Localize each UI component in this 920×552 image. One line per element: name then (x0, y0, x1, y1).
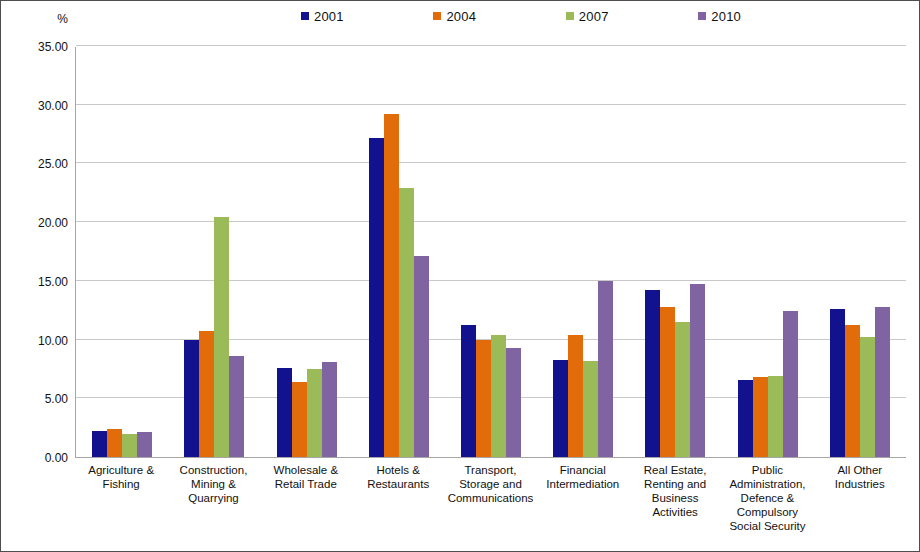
bar-2004 (568, 335, 583, 457)
bar-2004 (199, 331, 214, 457)
bar-2004 (292, 382, 307, 457)
bar-2001 (92, 431, 107, 457)
bar-2001 (277, 368, 292, 457)
x-axis-category-labels: Agriculture & FishingConstruction, Minin… (75, 463, 906, 533)
category-label-text: Public Administration, Defence & Compuls… (722, 463, 812, 533)
bar-2010 (414, 256, 429, 457)
y-tick-label: 35.00 (1, 41, 68, 53)
y-tick-label: 0.00 (1, 452, 68, 464)
legend-item-2010: 2010 (698, 9, 741, 24)
bar-2010 (322, 362, 337, 457)
bar-2010 (690, 284, 705, 457)
category-label-text: Real Estate, Renting and Business Activi… (630, 463, 720, 533)
bar-2001 (738, 380, 753, 458)
bar-group (353, 47, 445, 457)
chart-legend: 2001 2004 2007 2010 (301, 7, 741, 25)
gridline-35 (76, 45, 906, 46)
y-tick-label: 25.00 (1, 158, 68, 170)
legend-label: 2001 (314, 9, 344, 24)
legend-label: 2010 (711, 9, 741, 24)
category-label: Hotels & Restaurants (352, 463, 444, 533)
plot-area (75, 47, 906, 458)
category-label-text: Agriculture & Fishing (76, 463, 166, 533)
legend-swatch-icon (566, 12, 574, 20)
bar-group (814, 47, 906, 457)
bar-group (168, 47, 260, 457)
legend-swatch-icon (301, 12, 309, 20)
y-axis-unit-label: % (1, 12, 68, 26)
bar-group (629, 47, 721, 457)
bar-group (76, 47, 168, 457)
bar-2007 (583, 361, 598, 457)
legend-label: 2007 (579, 9, 609, 24)
legend-item-2004: 2004 (433, 9, 476, 24)
chart-frame: 2001 2004 2007 2010 % 0.00 5.00 10.00 15.00 20.… (0, 0, 920, 552)
category-label: Financial Intermediation (537, 463, 629, 533)
bar-2004 (845, 325, 860, 457)
category-label-text: Transport, Storage and Communications (445, 463, 535, 533)
bar-2001 (184, 340, 199, 457)
bar-2010 (783, 311, 798, 457)
bar-2007 (214, 217, 229, 457)
y-tick-label: 5.00 (1, 393, 68, 405)
bar-2007 (307, 369, 322, 457)
bar-2004 (384, 114, 399, 457)
y-tick-label: 30.00 (1, 100, 68, 112)
category-label: Wholesale & Retail Trade (260, 463, 352, 533)
bar-2004 (107, 429, 122, 457)
bar-2004 (476, 340, 491, 457)
legend-swatch-icon (698, 12, 706, 20)
category-label: Construction, Mining & Quarrying (167, 463, 259, 533)
category-label: Transport, Storage and Communications (444, 463, 536, 533)
bar-2007 (860, 337, 875, 457)
bar-group (260, 47, 352, 457)
category-label-text: All Other Industries (815, 463, 905, 533)
bar-group (722, 47, 814, 457)
legend-label: 2004 (446, 9, 476, 24)
legend-item-2007: 2007 (566, 9, 609, 24)
bar-2001 (369, 138, 384, 457)
y-tick-label: 15.00 (1, 276, 68, 288)
category-label-text: Financial Intermediation (538, 463, 628, 533)
category-label: Agriculture & Fishing (75, 463, 167, 533)
bar-2007 (491, 335, 506, 457)
bar-2001 (553, 360, 568, 457)
legend-item-2001: 2001 (301, 9, 344, 24)
bar-2010 (229, 356, 244, 457)
bar-2007 (675, 322, 690, 457)
bar-2004 (660, 307, 675, 457)
bar-2007 (399, 188, 414, 457)
category-label: Real Estate, Renting and Business Activi… (629, 463, 721, 533)
y-tick-label: 20.00 (1, 217, 68, 229)
category-label-text: Wholesale & Retail Trade (261, 463, 351, 533)
bar-group (537, 47, 629, 457)
bar-2001 (645, 290, 660, 457)
bar-groups (76, 47, 906, 457)
bar-group (445, 47, 537, 457)
category-label: All Other Industries (814, 463, 906, 533)
bar-2007 (768, 376, 783, 457)
bar-2010 (506, 348, 521, 457)
category-label-text: Hotels & Restaurants (353, 463, 443, 533)
bar-2001 (461, 325, 476, 457)
bar-2010 (137, 432, 152, 457)
legend-swatch-icon (433, 12, 441, 20)
bar-2010 (875, 307, 890, 457)
y-tick-label: 10.00 (1, 335, 68, 347)
bar-2001 (830, 309, 845, 457)
bar-2004 (753, 377, 768, 457)
category-label: Public Administration, Defence & Compuls… (721, 463, 813, 533)
bar-2007 (122, 434, 137, 457)
category-label-text: Construction, Mining & Quarrying (168, 463, 258, 533)
bar-2010 (598, 281, 613, 457)
